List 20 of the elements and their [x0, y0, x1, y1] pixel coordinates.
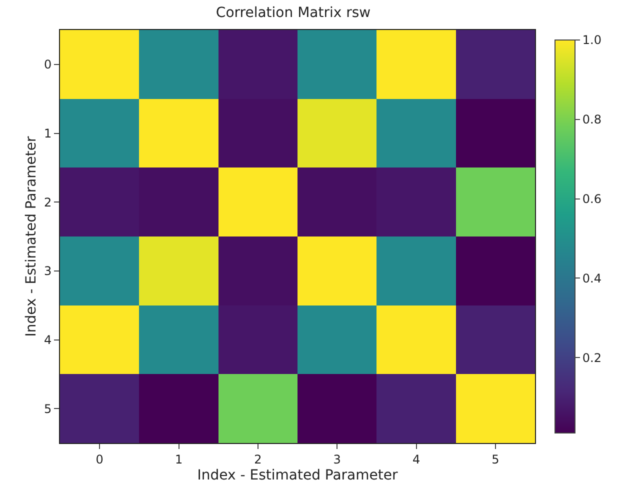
y-axis-title: Index - Estimated Parameter — [24, 136, 40, 337]
color-bar-label: 1.0 — [582, 33, 602, 48]
x-tick-label: 5 — [492, 452, 500, 466]
color-bar-label: 0.8 — [582, 112, 602, 127]
y-tick-label: 4 — [44, 332, 52, 347]
y-tick-label: 5 — [44, 402, 52, 416]
y-tick-label: 3 — [44, 264, 52, 278]
y-tick-label: 2 — [44, 195, 52, 210]
x-tick-label: 4 — [412, 452, 420, 466]
y-tick-label: 1 — [44, 126, 52, 140]
x-tick-label: 0 — [96, 452, 104, 466]
color-bar-label: 0.2 — [582, 350, 602, 365]
chart-title: Correlation Matrix rsw — [216, 5, 371, 22]
x-tick-label: 3 — [333, 452, 341, 466]
x-tick-label: 2 — [254, 452, 262, 466]
x-tick-label: 1 — [174, 452, 183, 466]
color-bar-label: 0.4 — [582, 271, 602, 286]
y-tick-label: 0 — [44, 58, 52, 72]
x-axis-title: Index - Estimated Parameter — [197, 468, 398, 484]
color-bar-label: 0.6 — [582, 192, 602, 206]
